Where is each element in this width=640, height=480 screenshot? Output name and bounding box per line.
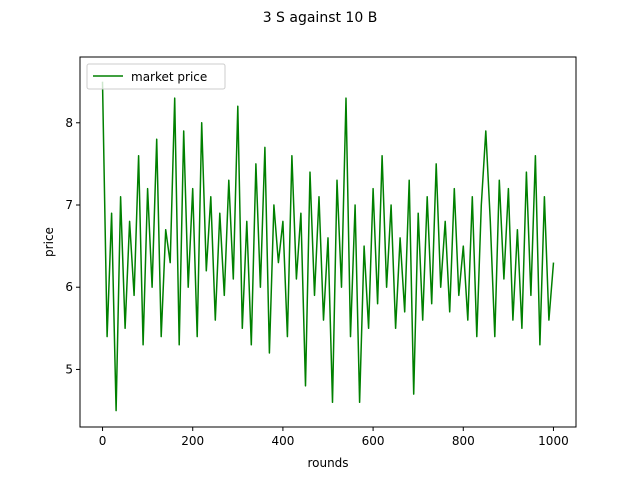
x-axis: 0 200 400 600 800 1000 xyxy=(99,427,569,448)
x-tick-label: 400 xyxy=(271,434,294,448)
x-tick-label: 200 xyxy=(181,434,204,448)
legend: market price xyxy=(86,63,226,90)
y-tick-label: 8 xyxy=(65,116,73,130)
legend-label: market price xyxy=(131,70,207,84)
x-tick-label: 800 xyxy=(452,434,475,448)
axes-frame xyxy=(79,56,577,428)
chart-title: 3 S against 10 B xyxy=(263,10,378,26)
x-tick-label: 0 xyxy=(99,434,107,448)
legend-box xyxy=(86,63,226,90)
y-tick-label: 5 xyxy=(65,362,73,376)
y-tick-label: 7 xyxy=(65,198,73,212)
y-axis: 5 6 7 8 xyxy=(65,116,80,376)
y-tick-label: 6 xyxy=(65,280,73,294)
series-line-0 xyxy=(101,81,555,412)
x-tick-label: 600 xyxy=(362,434,385,448)
y-axis-label: price xyxy=(42,227,56,257)
plot-area xyxy=(101,81,555,412)
x-tick-label: 1000 xyxy=(538,434,569,448)
x-axis-label: rounds xyxy=(307,456,348,470)
